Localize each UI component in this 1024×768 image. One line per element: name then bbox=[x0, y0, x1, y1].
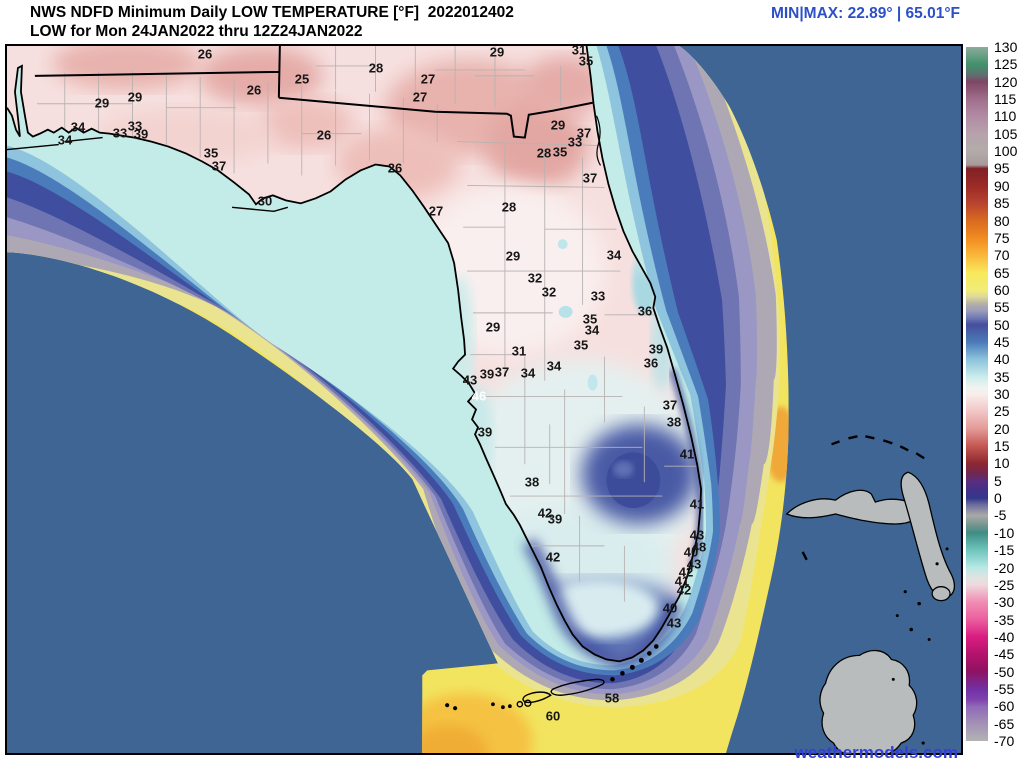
colorbar-tick-label: 70 bbox=[994, 247, 1010, 264]
warm-land-blotch bbox=[522, 55, 607, 116]
minmax-readout: MIN|MAX: 22.89° | 65.01°F bbox=[770, 5, 960, 22]
ndfd-grid-region bbox=[7, 46, 789, 753]
colorbar-tick-label: -45 bbox=[994, 646, 1015, 663]
colorbar-tick-label: 80 bbox=[994, 212, 1010, 229]
state-borders bbox=[34, 46, 593, 139]
colorbar-tick-label: -25 bbox=[994, 576, 1015, 593]
colorbar-tick-label: 35 bbox=[994, 368, 1010, 385]
small-lake bbox=[557, 239, 568, 250]
colorbar-tick-label: 60 bbox=[994, 281, 1010, 298]
colorbar-tick-label: 120 bbox=[994, 73, 1018, 90]
colorbar-tick-label: 40 bbox=[994, 351, 1010, 368]
colorbar-tick-label: 90 bbox=[994, 177, 1010, 194]
warm-land-blotch bbox=[51, 46, 202, 90]
colorbar-tick-label: -30 bbox=[994, 594, 1015, 611]
colorbar-tick-label: -70 bbox=[994, 733, 1015, 749]
colorbar-tick-label: 30 bbox=[994, 386, 1010, 402]
colorbar-tick-label: 85 bbox=[994, 195, 1010, 212]
colorbar-tick-label: 50 bbox=[994, 316, 1010, 333]
st-johns-river bbox=[595, 115, 602, 166]
colorbar-tick-label: -40 bbox=[994, 628, 1015, 645]
colorbar-tick-label: -55 bbox=[994, 680, 1015, 697]
colorbar-tick-label: -15 bbox=[994, 542, 1015, 559]
colorbar-tick-label: -60 bbox=[994, 698, 1015, 715]
barrier-islands bbox=[7, 136, 289, 213]
colorbar-tick-label: 15 bbox=[994, 438, 1010, 455]
florida-keys bbox=[445, 644, 659, 711]
lake-okeechobee-sheen bbox=[613, 461, 634, 478]
small-lake bbox=[587, 374, 598, 391]
colorbar-tick-label: 125 bbox=[994, 56, 1018, 73]
colorbar-tick-label: 25 bbox=[994, 403, 1010, 420]
coastline bbox=[7, 46, 702, 663]
colorbar-tick-label: 110 bbox=[994, 108, 1017, 125]
colorbar-tick-label: 45 bbox=[994, 333, 1010, 350]
colorbar-tick-label: 95 bbox=[994, 160, 1010, 177]
colorbar-tick-label: 115 bbox=[994, 91, 1017, 108]
warm-land-blotch bbox=[484, 103, 589, 188]
colorbar-tick-label: 55 bbox=[994, 299, 1010, 316]
florida-temperature-map bbox=[7, 46, 961, 753]
warm-land-blotch bbox=[199, 46, 323, 106]
colorbar-tick-label: 10 bbox=[994, 455, 1010, 472]
colorbar-tick-label: -5 bbox=[994, 507, 1007, 524]
colorbar-tick-label: 100 bbox=[994, 143, 1018, 160]
page-title: NWS NDFD Minimum Daily LOW TEMPERATURE [… bbox=[30, 3, 514, 41]
abaco-tip bbox=[931, 586, 951, 602]
bahamas-islands bbox=[785, 435, 956, 753]
small-lake bbox=[558, 305, 573, 318]
county-borders bbox=[36, 46, 699, 602]
colorbar-tick-label: -10 bbox=[994, 524, 1015, 541]
colorbar-tick-label: 0 bbox=[994, 490, 1002, 507]
colorbar-tick-label: 65 bbox=[994, 264, 1010, 281]
colorbar-tick-label: -50 bbox=[994, 663, 1015, 680]
colorbar-tick-label: 5 bbox=[994, 472, 1002, 489]
cay-dots bbox=[891, 547, 949, 745]
lake-okeechobee bbox=[606, 452, 661, 509]
colorbar-tick-label: 130 bbox=[994, 39, 1018, 55]
small-cays bbox=[801, 435, 925, 561]
warm-spot-southwest-core bbox=[408, 725, 488, 753]
colorbar-tick-label: 75 bbox=[994, 229, 1010, 246]
warm-land-blotch bbox=[257, 97, 354, 150]
colorbar bbox=[966, 47, 988, 741]
colorbar-tick-label: -35 bbox=[994, 611, 1015, 628]
colorbar-tick-label: -65 bbox=[994, 715, 1015, 732]
colorbar-tick-label: 20 bbox=[994, 420, 1010, 437]
map-canvas: 26 25 26 28 27 27 29 29 29 31 35 26 34 34 33 33 39 35 37 30… bbox=[5, 43, 963, 755]
colorbar-tick-label: -20 bbox=[994, 559, 1015, 576]
title-line2: LOW for Mon 24JAN2022 thru 12Z24JAN2022 bbox=[30, 23, 363, 40]
andros-island bbox=[819, 649, 918, 753]
colorbar-tick-label: 105 bbox=[994, 125, 1018, 142]
south-coast-cold-ring bbox=[522, 538, 683, 669]
watermark-link[interactable]: weathermodels.com bbox=[794, 743, 958, 762]
title-line1: NWS NDFD Minimum Daily LOW TEMPERATURE [… bbox=[30, 4, 514, 21]
